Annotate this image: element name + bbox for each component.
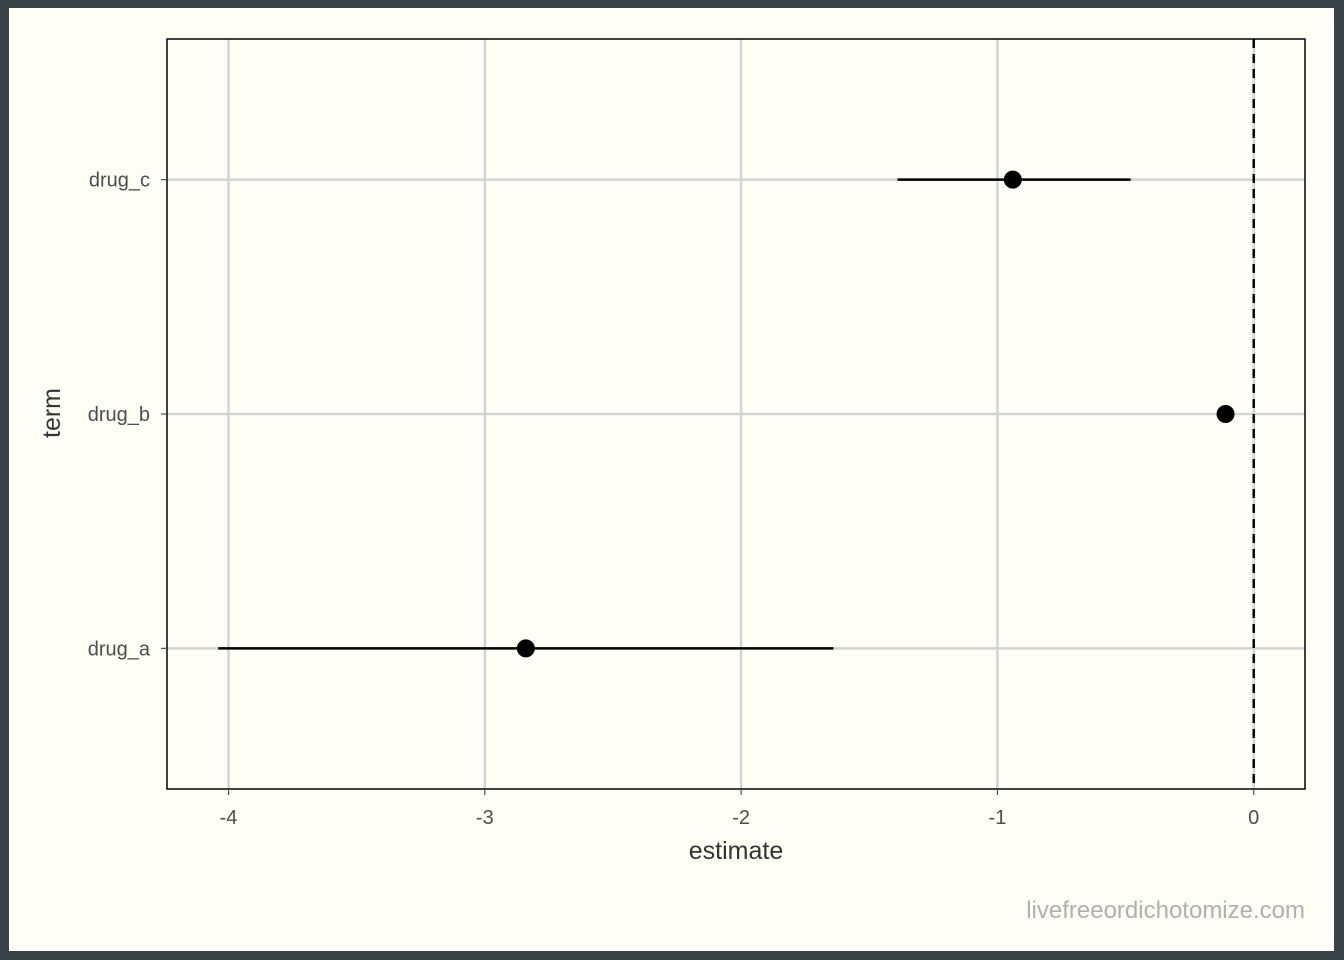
marks-layer xyxy=(218,170,1235,658)
point-drug_b xyxy=(1216,405,1235,423)
point-drug_a xyxy=(516,639,535,658)
chart-background xyxy=(9,8,1334,951)
x-axis-ticks: -4 -3 -2 -1 0 xyxy=(220,789,1259,829)
y-axis-title: term xyxy=(38,388,66,438)
y-tick-label-drug_b: drug_b xyxy=(88,404,150,426)
x-axis-title: estimate xyxy=(689,837,783,865)
x-tick-label: -4 xyxy=(220,807,238,829)
watermark: livefreeordichotomize.com xyxy=(1026,897,1305,924)
y-tick-label-drug_a: drug_a xyxy=(88,638,151,660)
x-tick-label: -1 xyxy=(989,807,1007,829)
y-tick-label-drug_c: drug_c xyxy=(89,170,150,192)
grid-layer xyxy=(167,39,1305,789)
x-tick-label: -2 xyxy=(732,807,750,829)
x-tick-label: 0 xyxy=(1248,807,1259,829)
y-axis-ticks: drug_a drug_b drug_c xyxy=(88,170,167,660)
x-tick-label: -3 xyxy=(476,807,494,829)
point-drug_c xyxy=(1003,170,1022,189)
